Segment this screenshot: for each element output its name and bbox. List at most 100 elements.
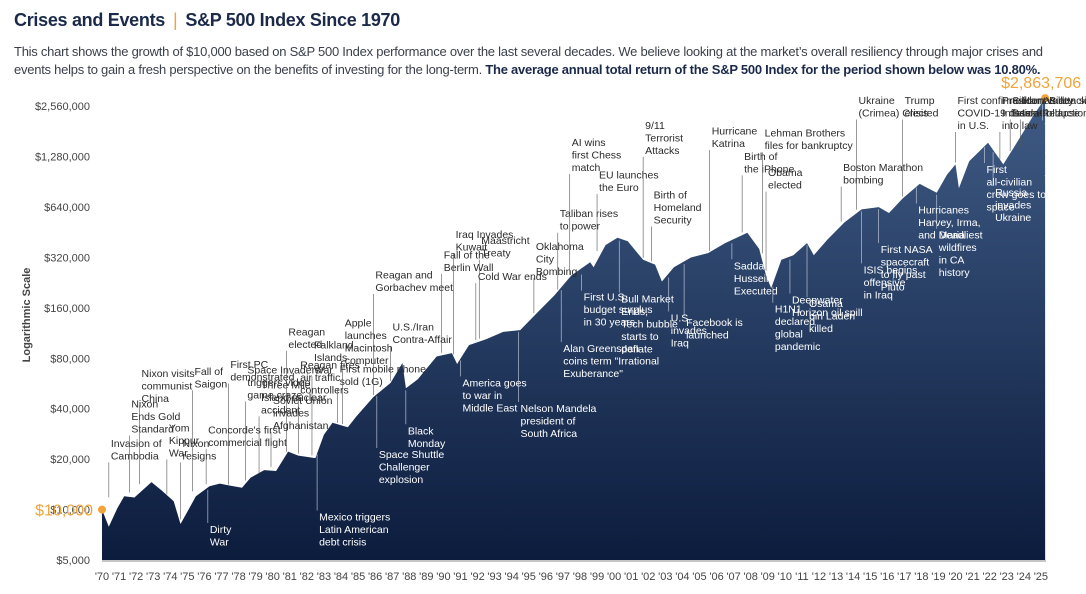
x-tick-label: '80 — [266, 571, 280, 583]
event-annotation-line: bin Laden — [809, 311, 855, 323]
event-annotation: Lehman Brothers files for bankruptcy — [765, 128, 854, 153]
event-annotation-line: Ends Gold — [131, 411, 180, 423]
x-tick-label: '01 — [624, 571, 638, 583]
event-annotation-line: Fall of — [194, 366, 223, 378]
x-tick-label: '70 — [95, 571, 109, 583]
event-annotation-line: president of — [521, 416, 576, 428]
x-tick-label: '74 — [163, 571, 177, 583]
event-annotation: First U.S. budget surplus in 30 years — [584, 292, 653, 329]
event-annotation-line: elected — [905, 108, 939, 120]
event-annotation: Falkland Islands War — [314, 339, 354, 376]
event-annotation-line: Falkland — [314, 339, 354, 351]
y-tick-label: $5,000 — [56, 555, 90, 567]
x-tick-label: '79 — [248, 571, 262, 583]
event-annotation-line: first Chess — [572, 149, 622, 161]
event-annotation-line: Black — [408, 425, 434, 437]
x-tick-label: '00 — [607, 571, 621, 583]
event-annotation: Taliban rises to power — [560, 208, 618, 233]
x-tick-label: '99 — [590, 571, 604, 583]
event-annotation: ISIS begins offensive in Iraq — [864, 264, 918, 301]
event-annotation: Oklahoma City Bombing — [536, 241, 584, 278]
event-annotation-line: pandemic — [775, 341, 821, 353]
event-annotation-line: Invasion of — [111, 438, 162, 450]
event-annotation-line: debt crisis — [319, 537, 366, 549]
event-annotation-line: Space Shuttle — [379, 449, 445, 461]
event-annotation-line: Facebook is — [686, 317, 743, 329]
event-annotation-line: Horizon oil spill — [792, 307, 863, 319]
event-annotation: First NASA spacecraft to fly past Pluto — [881, 244, 933, 294]
event-annotation-line: Osama — [809, 298, 843, 310]
event-annotation: AI wins first Chess match — [572, 137, 622, 174]
y-tick-label: $320,000 — [44, 252, 90, 264]
x-tick-label: '13 — [829, 571, 843, 583]
event-annotation-line: computer — [345, 355, 389, 367]
event-annotation-line: Boston Marathon — [843, 162, 923, 174]
event-annotation-line: Oklahoma — [536, 241, 584, 253]
event-annotation: Obama elected — [768, 167, 803, 192]
x-tick-label: '04 — [675, 571, 689, 583]
event-annotation-line: Kuwait — [456, 242, 488, 254]
page-title: Crises and Events — [14, 10, 165, 30]
event-annotation-line: ISIS begins — [864, 264, 918, 276]
event-annotation-line: Silicon Valley — [1012, 95, 1074, 107]
event-annotation-line: in CA — [939, 255, 965, 267]
event-annotation: Concorde's first commercial flight — [208, 425, 287, 450]
x-tick-label: '97 — [556, 571, 570, 583]
y-tick-label: $160,000 — [44, 303, 90, 315]
event-annotation-line: Lehman Brothers — [765, 128, 846, 140]
event-annotation: Bull Market Ends, Tech bubble starts to defl… — [621, 294, 678, 356]
x-tick-label: '73 — [146, 571, 160, 583]
event-annotation: First confirmed COVID-19 case in U.S. — [958, 95, 1032, 132]
event-annotation: Osama bin Laden killed — [809, 298, 855, 335]
event-annotation: Reagan fires air traffic controllers — [300, 360, 360, 397]
event-annotation-line: commercial flight — [208, 437, 287, 449]
x-tick-label: '25 — [1034, 571, 1048, 583]
event-annotation-line: Three Mile — [261, 379, 311, 391]
event-annotation: Trump elected — [905, 95, 939, 120]
event-annotation-line: Monday — [408, 438, 446, 450]
event-annotation-line: Cold War ends — [478, 271, 547, 283]
event-annotation-line: files for bankruptcy — [765, 140, 854, 152]
event-annotation-line: Gorbachev meet — [375, 282, 453, 294]
event-annotation: H1N1 declared global pandemic — [775, 304, 821, 354]
event-annotation-line: elected — [288, 339, 322, 351]
event-annotation-line: sold (1G) — [340, 376, 383, 388]
event-annotation: Deepwater Horizon oil spill — [792, 294, 863, 319]
event-annotation-line: Bombing — [536, 266, 578, 278]
event-annotation-line: First — [987, 164, 1007, 176]
event-annotation: Hamas attacks Israel — [1022, 95, 1086, 120]
event-annotation: First all-civilian crew goes to space — [987, 164, 1047, 214]
event-annotation-line: Space Invaders — [247, 365, 320, 377]
x-tick-label: '87 — [385, 571, 399, 583]
y-tick-label: $640,000 — [44, 202, 90, 214]
event-annotation-line: Security — [654, 214, 693, 226]
event-annotation-line: South Africa — [521, 428, 578, 440]
event-annotation-line: space — [987, 202, 1015, 214]
event-annotation-line: China — [142, 393, 170, 405]
event-annotation-line: Reagan — [288, 326, 325, 338]
event-annotation: Alan Greenspan coins term "Irrational Exub… — [563, 343, 659, 380]
event-annotation: Ukraine (Crimea) Crisis — [859, 95, 929, 120]
y-axis-label: Logarithmic Scale — [21, 268, 33, 363]
event-annotation-line: Bank Collapse — [1012, 108, 1080, 120]
event-annotation-line: Harvey, Irma, — [918, 217, 980, 229]
event-annotation-line: Exuberance" — [563, 368, 623, 380]
event-annotation: Hurricane Katrina — [712, 126, 758, 151]
event-annotation-line: America goes — [462, 377, 526, 389]
event-annotation-line: U.S. — [671, 312, 691, 324]
event-annotation-line: Reagan and — [375, 270, 432, 282]
y-tick-label: $2,560,000 — [35, 101, 90, 113]
event-annotation: Yom Kippur War — [169, 422, 200, 459]
x-tick-label: '90 — [436, 571, 450, 583]
x-tick-label: '86 — [368, 571, 382, 583]
event-annotation-line: Islands — [314, 352, 347, 364]
event-annotation-line: EU launches — [599, 170, 659, 182]
event-annotation-line: Executed — [734, 285, 778, 297]
title-separator: | — [172, 10, 178, 30]
start-value-label: $10,000 — [35, 503, 93, 520]
x-tick-label: '10 — [778, 571, 792, 583]
end-value-label: $2,863,706 — [1001, 75, 1081, 92]
event-annotation-line: Obama — [768, 167, 803, 179]
x-tick-label: '71 — [112, 571, 126, 583]
